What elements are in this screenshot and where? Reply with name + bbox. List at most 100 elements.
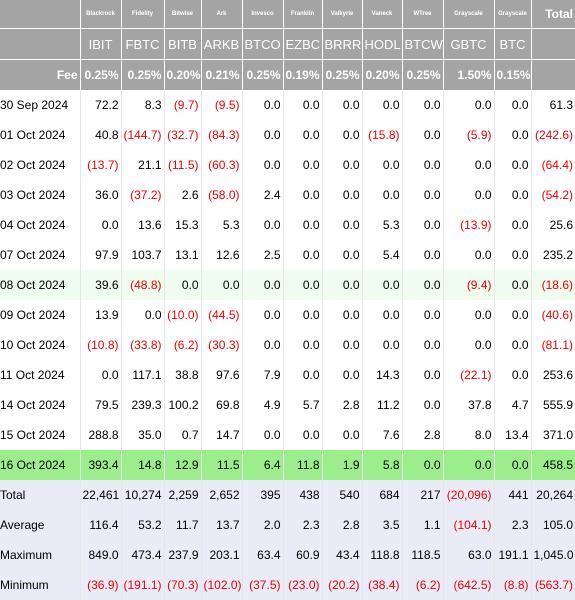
ticker: HODL [361, 28, 402, 60]
value: 0.0 [282, 120, 322, 150]
value: 0.0 [401, 210, 443, 240]
value: (81.1) [530, 330, 575, 360]
value: 25.6 [530, 210, 575, 240]
value: 393.4 [79, 450, 121, 480]
fee: 0.25% [79, 59, 121, 90]
value: 63.0 [442, 540, 494, 570]
ticker: ARKB [200, 28, 242, 60]
value: 105.0 [530, 510, 575, 540]
value: (642.5) [442, 570, 494, 600]
summary-label: Total [0, 480, 80, 510]
data-row: 10 Oct 2024 (10.8) (33.8) (6.2) (30.3) 0.0 0.0… [0, 330, 575, 360]
issuer: Bitwise [163, 0, 201, 29]
value: 118.5 [401, 540, 443, 570]
value: 288.8 [79, 420, 121, 450]
fee: 1.50% [442, 59, 494, 90]
value: 116.4 [79, 510, 121, 540]
value: 6.4 [241, 450, 283, 480]
date: 30 Sep 2024 [0, 98, 69, 112]
value: 0.0 [493, 180, 531, 210]
fee: 0.15% [493, 59, 531, 90]
summary-row: Maximum 849.0 473.4 237.9 203.1 63.4 60.9 43.4 1… [0, 540, 575, 570]
data-row: 14 Oct 2024 79.5 239.3 100.2 69.8 4.9 5.7 2.8 11… [0, 390, 575, 420]
value: (40.6) [530, 300, 575, 330]
value: 473.4 [120, 540, 164, 570]
header: Blackrock Fidelity Bitwise Ark Invesco Frankl… [0, 0, 575, 90]
value: 0.0 [282, 150, 322, 180]
data-row: 15 Oct 2024 288.8 35.0 0.7 14.7 0.0 0.0 0.0 7.6 2… [0, 420, 575, 450]
value: (20.2) [321, 570, 362, 600]
summary-row: Average 116.4 53.2 11.7 13.7 2.0 2.3 2.8 3.5 1.1(… [0, 510, 575, 540]
value: (58.0) [200, 180, 242, 210]
value: 0.0 [321, 120, 362, 150]
value: 0.0 [401, 90, 443, 120]
body: 30 Sep 2024 72.2 8.3 (9.7) (9.5) 0.0 0.0 0.0 0.0… [0, 90, 575, 600]
value: 103.7 [120, 240, 164, 270]
value: 5.4 [361, 240, 402, 270]
value: 100.2 [163, 390, 201, 420]
value: 11.8 [282, 450, 322, 480]
fee: 0.20% [361, 59, 402, 90]
value: 0.0 [493, 210, 531, 240]
issuer-row: Blackrock Fidelity Bitwise Ark Invesco Frankl… [0, 0, 575, 29]
value: 0.0 [321, 90, 362, 120]
value: 14.8 [120, 450, 164, 480]
value: (144.7) [120, 120, 164, 150]
date: 11 Oct 2024 [0, 368, 65, 382]
value: 43.4 [321, 540, 362, 570]
value: 97.6 [200, 360, 242, 390]
value: 0.0 [493, 240, 531, 270]
issuer: Total [530, 0, 575, 29]
value: (242.6) [530, 120, 575, 150]
value: 2.0 [241, 510, 283, 540]
issuer: WTree [401, 0, 443, 29]
value: (191.1) [120, 570, 164, 600]
value: 0.0 [401, 150, 443, 180]
fee: 0.25% [241, 59, 283, 90]
data-row: 16 Oct 2024 393.4 14.8 12.9 11.5 6.4 11.8 1.9 5.… [0, 450, 575, 480]
issuer: Invesco [241, 0, 283, 29]
data-row: 04 Oct 2024 0.0 13.6 15.3 5.3 0.0 0.0 0.0 5.3 0.0… [0, 210, 575, 240]
ticker: BITB [163, 28, 201, 60]
value: 0.0 [401, 120, 443, 150]
value: 2.8 [321, 510, 362, 540]
value: 0.0 [282, 330, 322, 360]
value: 371.0 [530, 420, 575, 450]
value: (9.5) [200, 90, 242, 120]
value: 2.6 [163, 180, 201, 210]
value: (54.2) [530, 180, 575, 210]
value: 0.0 [401, 270, 443, 300]
value: 0.0 [282, 360, 322, 390]
date: 16 Oct 2024 [0, 450, 80, 480]
value: (10.8) [79, 330, 121, 360]
date: 01 Oct 2024 [0, 128, 66, 142]
summary-row: Minimum (36.9) (191.1) (70.3) (102.0) (37.5)(… [0, 570, 575, 600]
value: (84.3) [200, 120, 242, 150]
value: 2.3 [282, 510, 322, 540]
value: 438 [282, 480, 322, 510]
value: 20,264 [530, 480, 575, 510]
value: 0.0 [442, 150, 494, 180]
corner [0, 0, 80, 29]
data-row: 30 Sep 2024 72.2 8.3 (9.7) (9.5) 0.0 0.0 0.0 0.0… [0, 90, 575, 120]
fee: 0.25% [401, 59, 443, 90]
value: 3.5 [361, 510, 402, 540]
value: 0.0 [200, 270, 242, 300]
date: 04 Oct 2024 [0, 218, 66, 232]
value: 22,461 [79, 480, 121, 510]
date: 15 Oct 2024 [0, 428, 66, 442]
value: 21.1 [120, 150, 164, 180]
value: 4.9 [241, 390, 283, 420]
ticker: FBTC [120, 28, 164, 60]
value: 13.9 [79, 300, 121, 330]
data-row: 08 Oct 2024 39.6 (48.8) 0.0 0.0 0.0 0.0 0.0 0.0 0… [0, 270, 575, 300]
value: 0.0 [442, 240, 494, 270]
value: (20,096) [442, 480, 494, 510]
value: 0.0 [79, 360, 121, 390]
fee: 0.25% [321, 59, 362, 90]
value: 0.0 [282, 240, 322, 270]
value: (104.1) [442, 510, 494, 540]
value: (23.0) [282, 570, 322, 600]
value: 0.0 [163, 270, 201, 300]
data-row: 02 Oct 2024 (13.7) 21.1 (11.5) (60.3) 0.0 0.0 0… [0, 150, 575, 180]
